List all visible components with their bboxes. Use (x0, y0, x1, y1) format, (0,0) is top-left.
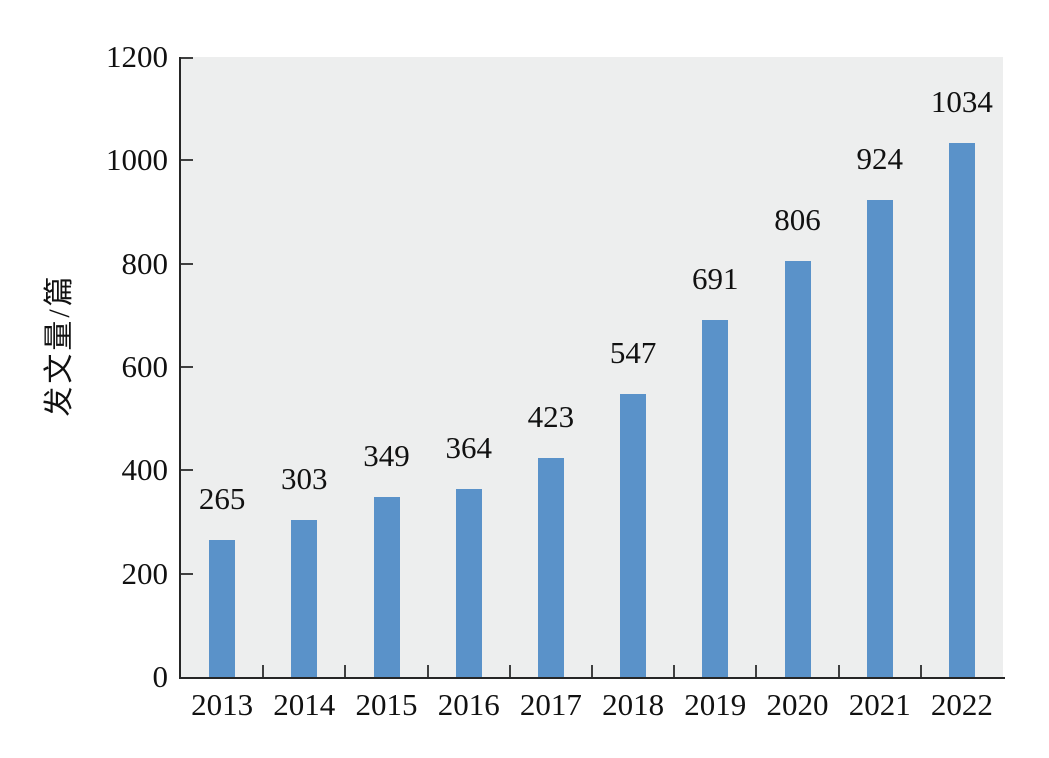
y-tick-label: 200 (121, 555, 169, 591)
x-tick-label: 2018 (602, 687, 665, 722)
x-tick-label: 2019 (684, 687, 747, 722)
bar-2020 (784, 261, 811, 677)
x-tick-label: 2013 (191, 687, 254, 722)
x-tick-label: 2022 (930, 687, 993, 722)
bar-value-label: 924 (856, 141, 903, 176)
x-tick (673, 665, 676, 677)
bar-value-label: 364 (445, 430, 492, 465)
x-tick (508, 665, 511, 677)
x-tick-label: 2020 (766, 687, 829, 722)
x-tick (755, 665, 758, 677)
bar-value-label: 1034 (930, 84, 993, 119)
bar-value-label: 349 (363, 438, 410, 473)
x-tick-label: 2017 (519, 687, 582, 722)
x-tick (919, 665, 922, 677)
x-tick-label: 2021 (848, 687, 911, 722)
bar-2019 (702, 320, 729, 677)
bar-2017 (537, 458, 564, 677)
x-tick (426, 665, 429, 677)
bar-2013 (209, 540, 236, 677)
plot-area (181, 57, 1003, 677)
x-tick-label: 2015 (355, 687, 418, 722)
bar-value-label: 423 (527, 399, 575, 434)
x-tick (262, 665, 265, 677)
y-tick (181, 262, 193, 265)
y-tick-label: 800 (121, 245, 169, 281)
bar-value-label: 806 (774, 202, 821, 237)
y-tick-label: 0 (152, 659, 169, 694)
y-tick-label: 1000 (106, 142, 168, 178)
bar-value-label: 303 (281, 461, 328, 496)
y-tick (181, 572, 193, 575)
x-tick (837, 665, 840, 677)
x-tick (591, 665, 593, 677)
x-tick (344, 665, 347, 677)
y-tick (181, 159, 193, 162)
x-tick-label: 2016 (437, 687, 500, 722)
x-tick-label: 2014 (273, 687, 336, 722)
bar-2014 (291, 520, 318, 677)
bar-2015 (373, 497, 400, 677)
y-tick (181, 57, 193, 59)
y-tick (181, 366, 193, 368)
bar-2018 (620, 394, 647, 677)
y-axis-line (179, 57, 181, 679)
y-tick (181, 469, 193, 472)
x-axis-line (179, 677, 1005, 679)
y-tick-label: 400 (121, 452, 169, 488)
bar-2021 (866, 200, 893, 677)
bar-value-label: 265 (198, 481, 246, 516)
bar-2016 (455, 489, 482, 677)
y-tick-label: 1200 (106, 39, 168, 74)
y-tick-label: 600 (121, 349, 169, 384)
y-axis-title: 发文量/篇 (43, 273, 76, 417)
bar-value-label: 691 (692, 261, 739, 296)
bar-2022 (948, 143, 975, 677)
bar-value-label: 547 (609, 335, 657, 370)
